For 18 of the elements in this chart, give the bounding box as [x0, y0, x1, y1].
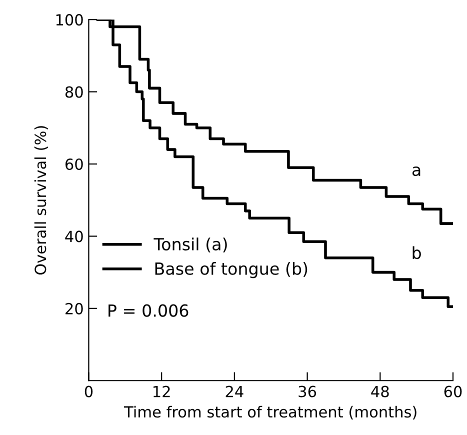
annotation: P = 0.006 — [108, 304, 188, 317]
annotation: a — [412, 166, 420, 176]
y-tick-label: 40 — [65, 230, 83, 242]
y-tick-label: 20 — [66, 302, 83, 314]
y-tick-label: 60 — [65, 158, 83, 170]
x-axis-title: Time from start of treatment (months) — [124, 406, 416, 420]
x-tick-label: 0 — [84, 386, 93, 398]
y-tick-label: 80 — [65, 86, 83, 98]
y-axis-title: Overall survival (%) — [34, 126, 48, 275]
x-tick-label: 24 — [226, 386, 244, 398]
x-tick-label: 36 — [298, 386, 316, 398]
legend-label: Base of tongue (b) — [155, 262, 308, 278]
legend-label: Tonsil (a) — [154, 238, 227, 252]
y-tick-label: 100 — [56, 14, 83, 26]
x-tick-label: 60 — [444, 386, 462, 398]
x-tick-label: 48 — [371, 386, 389, 398]
x-tick-label: 12 — [154, 386, 170, 398]
annotation: b — [412, 246, 421, 260]
